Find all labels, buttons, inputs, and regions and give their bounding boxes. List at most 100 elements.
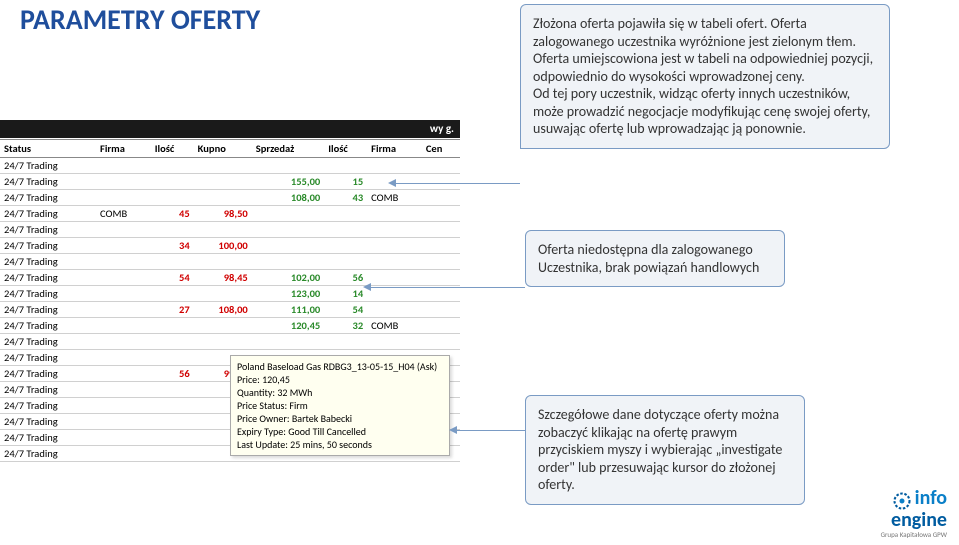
- callout-arrow: [395, 183, 520, 184]
- table-row[interactable]: 24/7 Trading 27108,00111,0054: [0, 302, 460, 318]
- arrowhead-icon: [449, 426, 457, 434]
- cell: 120,45: [252, 318, 324, 334]
- cell: 54: [151, 270, 194, 286]
- cell: [96, 254, 151, 270]
- cell: 24/7 Trading: [0, 382, 96, 398]
- cell: 100,00: [194, 238, 252, 254]
- col-header: Status: [0, 140, 96, 158]
- cell: [422, 254, 460, 270]
- table-row[interactable]: 24/7 Trading108,0043COMB: [0, 190, 460, 206]
- cell: [324, 238, 367, 254]
- cell: 155,00: [252, 174, 324, 190]
- cell: 98,45: [194, 270, 252, 286]
- cell: 123,00: [252, 286, 324, 302]
- cell: [151, 286, 194, 302]
- table-row[interactable]: 24/7 Trading: [0, 158, 460, 174]
- cell: 24/7 Trading: [0, 302, 96, 318]
- cell: [96, 366, 151, 382]
- cell: [96, 446, 151, 462]
- cell: COMB: [96, 206, 151, 222]
- col-header: Ilość: [324, 140, 367, 158]
- cell: 111,00: [252, 302, 324, 318]
- table-row[interactable]: 24/7 TradingCOMB4598,50: [0, 206, 460, 222]
- table-row[interactable]: 24/7 Trading: [0, 334, 460, 350]
- cell: 24/7 Trading: [0, 222, 96, 238]
- cell: [194, 190, 252, 206]
- cell: [367, 238, 422, 254]
- instrument-bar: wy g.: [0, 120, 460, 138]
- tooltip-line: Expiry Type: Good Till Cancelled: [237, 425, 443, 438]
- cell: 24/7 Trading: [0, 270, 96, 286]
- logo-info: info: [915, 486, 947, 510]
- cell: [151, 414, 194, 430]
- cell: [96, 238, 151, 254]
- cell: 24/7 Trading: [0, 206, 96, 222]
- cell: [96, 190, 151, 206]
- cell: [96, 334, 151, 350]
- cell: [151, 398, 194, 414]
- cell: [151, 382, 194, 398]
- cell: [252, 222, 324, 238]
- logo-engine: engine: [891, 508, 947, 532]
- cell: [324, 334, 367, 350]
- table-row[interactable]: 24/7 Trading5498,45102,0056: [0, 270, 460, 286]
- table-row[interactable]: 24/7 Trading: [0, 222, 460, 238]
- offer-tooltip: Poland Baseload Gas RDBG3_13-05-15_H04 (…: [230, 355, 450, 456]
- cell: [367, 270, 422, 286]
- cell: 45: [151, 206, 194, 222]
- cell: 24/7 Trading: [0, 398, 96, 414]
- callout-arrow: [456, 430, 525, 431]
- cell: 24/7 Trading: [0, 446, 96, 462]
- callout-unavailable: Oferta niedostępna dla zalogowanego Ucze…: [525, 230, 785, 287]
- cell: [96, 174, 151, 190]
- cell: [367, 222, 422, 238]
- cell: [252, 206, 324, 222]
- col-header: Firma: [96, 140, 151, 158]
- cell: 43: [324, 190, 367, 206]
- cell: [194, 318, 252, 334]
- table-row[interactable]: 24/7 Trading34100,00: [0, 238, 460, 254]
- cell: [422, 318, 460, 334]
- cell: [151, 254, 194, 270]
- cell: 98,50: [194, 206, 252, 222]
- cell: 24/7 Trading: [0, 238, 96, 254]
- cell: [324, 206, 367, 222]
- cell: 108,00: [194, 302, 252, 318]
- cell: [96, 270, 151, 286]
- cell: 27: [151, 302, 194, 318]
- callout-offer-placed: Złożona oferta pojawiła się w tabeli ofe…: [520, 4, 890, 149]
- cell: [151, 334, 194, 350]
- cell: [367, 158, 422, 174]
- cell: [151, 430, 194, 446]
- cell: [367, 302, 422, 318]
- cell: [96, 350, 151, 366]
- table-row[interactable]: 24/7 Trading: [0, 254, 460, 270]
- cell: [96, 414, 151, 430]
- tooltip-line: Price Status: Firm: [237, 399, 443, 412]
- cell: [151, 174, 194, 190]
- table-row[interactable]: 24/7 Trading120,4532COMB: [0, 318, 460, 334]
- cell: 56: [151, 366, 194, 382]
- tooltip-line: Poland Baseload Gas RDBG3_13-05-15_H04 (…: [237, 360, 443, 373]
- cell: [96, 398, 151, 414]
- cell: [96, 302, 151, 318]
- cell: 24/7 Trading: [0, 174, 96, 190]
- cell: [96, 158, 151, 174]
- cell: 54: [324, 302, 367, 318]
- cell: [422, 174, 460, 190]
- col-header: Firma: [367, 140, 422, 158]
- cell: 24/7 Trading: [0, 190, 96, 206]
- cell: [422, 270, 460, 286]
- cell: 15: [324, 174, 367, 190]
- col-header: Kupno: [194, 140, 252, 158]
- tooltip-line: Quantity: 32 MWh: [237, 386, 443, 399]
- cell: [194, 158, 252, 174]
- callout-arrow: [370, 287, 525, 288]
- col-header: Sprzedaż: [252, 140, 324, 158]
- arrowhead-icon: [363, 283, 371, 291]
- cell: 32: [324, 318, 367, 334]
- cell: [151, 158, 194, 174]
- cell: [194, 286, 252, 302]
- infoengine-logo: infoengine Grupa Kapitałowa GPW: [881, 489, 947, 539]
- cell: [367, 206, 422, 222]
